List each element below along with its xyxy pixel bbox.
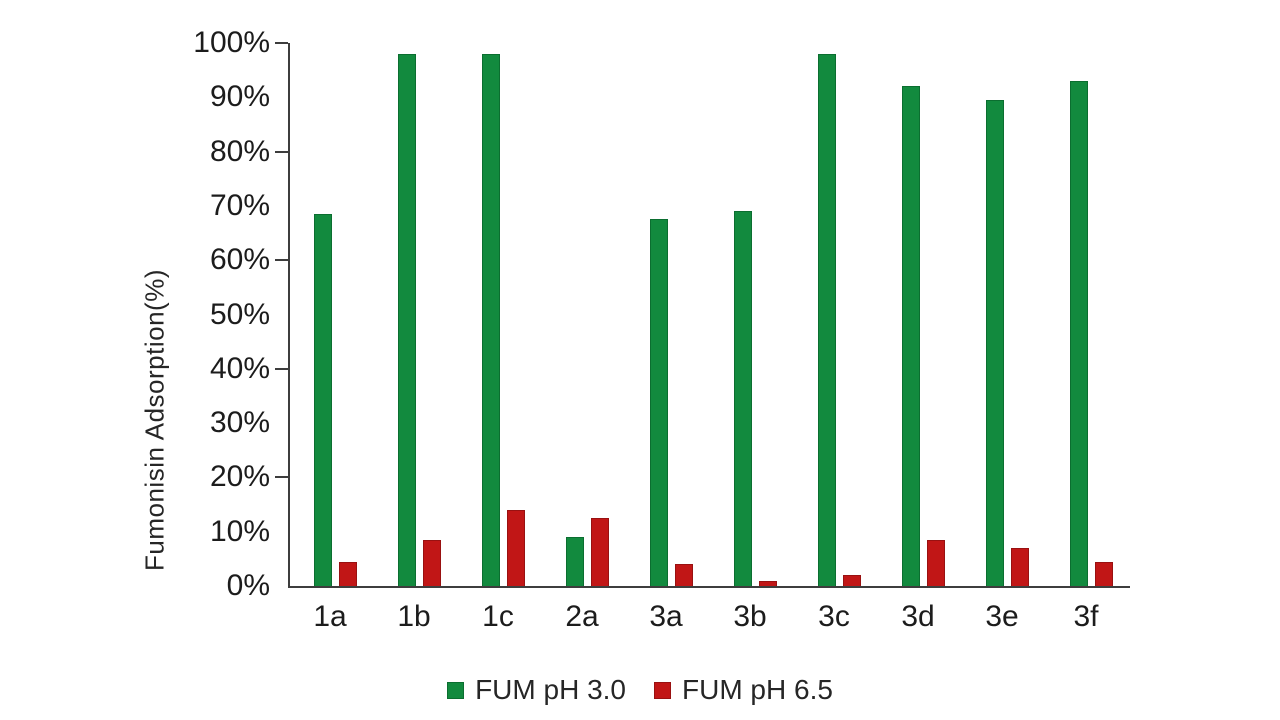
y-tick-mark [275, 476, 288, 479]
bar-fum-ph30-1c [481, 53, 500, 586]
y-tick-label: 50% [209, 297, 270, 331]
bar-fum-ph65-1c [506, 509, 525, 586]
y-tick-label: 90% [209, 80, 270, 114]
legend-swatch-fum-ph65-icon [654, 681, 671, 699]
y-tick-mark [275, 150, 288, 153]
x-category-label-3e: 3e [985, 600, 1019, 633]
legend-entry-fum-ph30: FUM pH 3.0 [447, 674, 626, 706]
bar-fum-ph30-1a [313, 214, 332, 586]
bar-fum-ph30-3a [649, 219, 668, 586]
bar-fum-ph65-1a [338, 561, 357, 586]
x-category-label-3b: 3b [733, 600, 767, 633]
legend-swatch-fum-ph30-icon [447, 681, 465, 699]
y-tick-label: 100% [193, 26, 270, 59]
legend-label-fum-ph65: FUM pH 6.5 [682, 674, 833, 705]
x-category-label-3d: 3d [901, 600, 935, 633]
bar-fum-ph65-1b [422, 539, 441, 586]
y-tick-label: 30% [209, 406, 270, 440]
y-tick-label: 70% [209, 188, 270, 222]
y-tick-mark [275, 367, 288, 370]
bar-fum-ph65-3a [674, 564, 693, 586]
x-category-label-1c: 1c [482, 600, 514, 633]
bar-fum-ph30-2a [565, 537, 584, 586]
bar-fum-ph30-1b [397, 53, 416, 586]
x-category-label-3a: 3a [649, 600, 683, 633]
x-category-label-1b: 1b [397, 600, 431, 633]
bar-fum-ph65-3f [1094, 561, 1113, 586]
plot-area [288, 43, 1130, 588]
x-category-label-1a: 1a [313, 600, 347, 633]
bar-fum-ph30-3d [901, 86, 920, 586]
bar-fum-ph65-3c [842, 575, 861, 586]
x-category-label-2a: 2a [565, 600, 599, 633]
bar-fum-ph30-3f [1069, 81, 1088, 586]
bar-fum-ph30-3c [817, 53, 836, 586]
x-category-label-3c: 3c [818, 600, 850, 633]
y-tick-label: 40% [209, 351, 270, 385]
y-tick-mark [275, 42, 288, 44]
bar-fum-ph65-3d [926, 539, 945, 586]
y-tick-label: 60% [209, 243, 270, 277]
bar-fum-ph65-3e [1010, 548, 1029, 586]
y-tick-label: 0% [226, 569, 270, 602]
x-category-label-3f: 3f [1073, 600, 1099, 633]
legend: FUM pH 3.0 FUM pH 6.5 [0, 674, 1280, 706]
bar-fum-ph30-3e [985, 100, 1004, 586]
bar-fum-ph30-3b [733, 211, 752, 586]
y-tick-label: 80% [209, 134, 270, 168]
y-tick-mark [275, 259, 288, 262]
y-tick-label: 20% [209, 460, 270, 494]
legend-label-fum-ph30: FUM pH 3.0 [475, 674, 626, 705]
legend-entry-fum-ph65: FUM pH 6.5 [654, 674, 833, 706]
y-tick-label: 10% [209, 514, 270, 548]
bar-fum-ph65-3b [758, 580, 777, 586]
bar-fum-ph65-2a [590, 518, 609, 586]
